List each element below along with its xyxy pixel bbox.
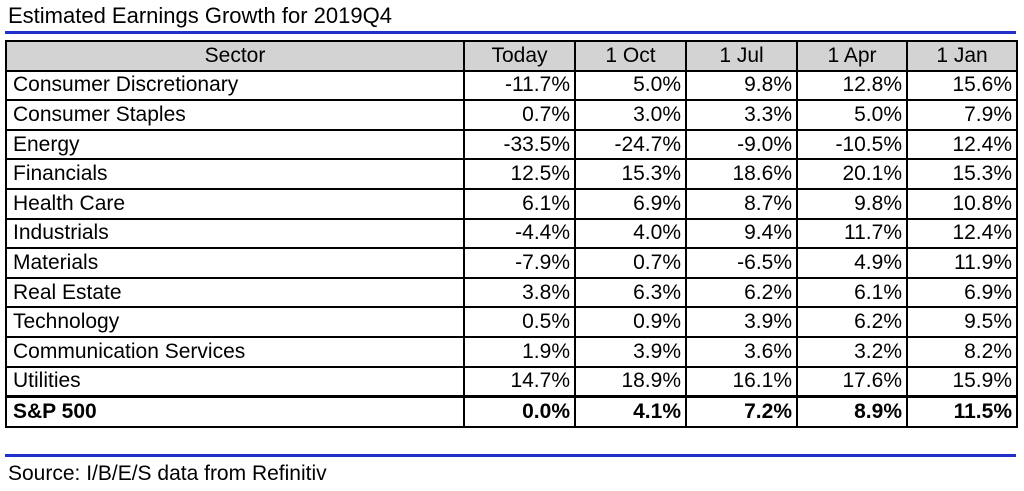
column-header-sector: Sector — [5, 40, 465, 72]
value-cell: 6.2% — [796, 306, 908, 338]
value-cell: 4.1% — [574, 395, 687, 428]
value-cell: 8.9% — [796, 395, 908, 428]
value-cell: 12.4% — [906, 217, 1018, 250]
value-cell: 8.2% — [906, 335, 1018, 368]
value-cell: 9.8% — [796, 187, 908, 220]
sector-cell: Real Estate — [5, 276, 465, 309]
value-cell: -10.5% — [796, 128, 908, 161]
value-cell: 3.2% — [796, 335, 908, 368]
value-cell: 18.6% — [685, 158, 798, 190]
header-row: Sector Today 1 Oct 1 Jul 1 Apr 1 Jan — [5, 40, 1018, 72]
column-header-1-jan: 1 Jan — [906, 40, 1018, 72]
value-cell: 9.4% — [685, 217, 798, 250]
value-cell: 15.6% — [906, 69, 1018, 102]
table-row: Communication Services 1.9% 3.9% 3.6% 3.2% 8.… — [5, 335, 1018, 368]
value-cell: 11.7% — [796, 217, 908, 250]
value-cell: 6.1% — [796, 276, 908, 309]
column-header-1-apr: 1 Apr — [796, 40, 908, 72]
value-cell: 16.1% — [685, 365, 798, 398]
value-cell: -6.5% — [685, 247, 798, 279]
value-cell: 11.9% — [906, 247, 1018, 279]
value-cell: 15.9% — [906, 365, 1018, 398]
value-cell: 3.3% — [685, 99, 798, 131]
value-cell: -33.5% — [463, 128, 576, 161]
value-cell: 6.2% — [685, 276, 798, 309]
value-cell: 4.0% — [574, 217, 687, 250]
value-cell: 7.2% — [685, 395, 798, 428]
value-cell: 12.4% — [906, 128, 1018, 161]
sector-cell: Consumer Staples — [5, 99, 465, 131]
value-cell: 9.8% — [685, 69, 798, 102]
sector-cell: Energy — [5, 128, 465, 161]
value-cell: 0.7% — [574, 247, 687, 279]
value-cell: 10.8% — [906, 187, 1018, 220]
sector-cell: Health Care — [5, 187, 465, 220]
table-row: Technology 0.5% 0.9% 3.9% 6.2% 9.5% — [5, 306, 1018, 338]
sector-cell: Communication Services — [5, 335, 465, 368]
sector-cell: Technology — [5, 306, 465, 338]
table-row: Materials -7.9% 0.7% -6.5% 4.9% 11.9% — [5, 247, 1018, 279]
table-row: Consumer Staples 0.7% 3.0% 3.3% 5.0% 7.9% — [5, 99, 1018, 131]
table-row: Energy -33.5% -24.7% -9.0% -10.5% 12.4% — [5, 128, 1018, 161]
column-header-1-oct: 1 Oct — [574, 40, 687, 72]
column-header-1-jul: 1 Jul — [685, 40, 798, 72]
value-cell: 9.5% — [906, 306, 1018, 338]
source-note: Source: I/B/E/S data from Refinitiv — [8, 462, 327, 485]
value-cell: 14.7% — [463, 365, 576, 398]
value-cell: 7.9% — [906, 99, 1018, 131]
value-cell: 6.9% — [574, 187, 687, 220]
value-cell: 5.0% — [574, 69, 687, 102]
value-cell: 15.3% — [906, 158, 1018, 190]
value-cell: 5.0% — [796, 99, 908, 131]
sector-cell: Consumer Discretionary — [5, 69, 465, 102]
value-cell: 20.1% — [796, 158, 908, 190]
value-cell: 0.5% — [463, 306, 576, 338]
table-row: Consumer Discretionary -11.7% 5.0% 9.8% 12.8… — [5, 69, 1018, 102]
value-cell: 1.9% — [463, 335, 576, 368]
value-cell: 3.9% — [574, 335, 687, 368]
value-cell: 6.1% — [463, 187, 576, 220]
value-cell: 0.7% — [463, 99, 576, 131]
sector-cell: S&P 500 — [5, 395, 465, 428]
value-cell: -7.9% — [463, 247, 576, 279]
value-cell: -4.4% — [463, 217, 576, 250]
value-cell: 11.5% — [906, 395, 1018, 428]
value-cell: -11.7% — [463, 69, 576, 102]
value-cell: 6.9% — [906, 276, 1018, 309]
value-cell: 0.0% — [463, 395, 576, 428]
value-cell: 4.9% — [796, 247, 908, 279]
table-row: Utilities 14.7% 18.9% 16.1% 17.6% 15.9% — [5, 365, 1018, 398]
table-row: Financials 12.5% 15.3% 18.6% 20.1% 15.3% — [5, 158, 1018, 190]
sector-cell: Industrials — [5, 217, 465, 250]
value-cell: 15.3% — [574, 158, 687, 190]
title-rule — [5, 31, 1016, 34]
column-header-today: Today — [463, 40, 576, 72]
chart-title: Estimated Earnings Growth for 2019Q4 — [8, 3, 392, 28]
value-cell: 8.7% — [685, 187, 798, 220]
value-cell: 3.0% — [574, 99, 687, 131]
value-cell: 12.8% — [796, 69, 908, 102]
table-row: Health Care 6.1% 6.9% 8.7% 9.8% 10.8% — [5, 187, 1018, 220]
value-cell: 12.5% — [463, 158, 576, 190]
value-cell: -9.0% — [685, 128, 798, 161]
earnings-growth-table: Sector Today 1 Oct 1 Jul 1 Apr 1 Jan Con… — [5, 40, 1018, 428]
value-cell: 0.9% — [574, 306, 687, 338]
value-cell: 18.9% — [574, 365, 687, 398]
source-rule — [5, 454, 1016, 457]
value-cell: 3.8% — [463, 276, 576, 309]
value-cell: -24.7% — [574, 128, 687, 161]
value-cell: 6.3% — [574, 276, 687, 309]
value-cell: 17.6% — [796, 365, 908, 398]
table-row: Industrials -4.4% 4.0% 9.4% 11.7% 12.4% — [5, 217, 1018, 250]
table-body: Consumer Discretionary -11.7% 5.0% 9.8% 12.8… — [5, 69, 1018, 428]
value-cell: 3.6% — [685, 335, 798, 368]
sector-cell: Materials — [5, 247, 465, 279]
value-cell: 3.9% — [685, 306, 798, 338]
total-row: S&P 500 0.0% 4.1% 7.2% 8.9% 11.5% — [5, 395, 1018, 428]
sector-cell: Financials — [5, 158, 465, 190]
sector-cell: Utilities — [5, 365, 465, 398]
table-row: Real Estate 3.8% 6.3% 6.2% 6.1% 6.9% — [5, 276, 1018, 309]
